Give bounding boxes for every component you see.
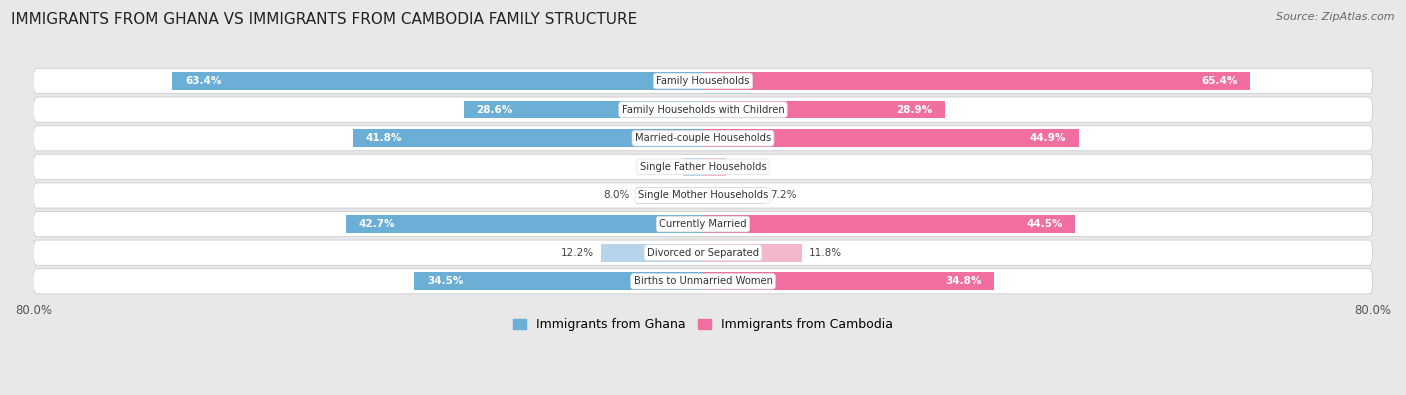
- Legend: Immigrants from Ghana, Immigrants from Cambodia: Immigrants from Ghana, Immigrants from C…: [509, 313, 897, 337]
- Text: 44.9%: 44.9%: [1029, 133, 1066, 143]
- Text: Single Mother Households: Single Mother Households: [638, 190, 768, 200]
- FancyBboxPatch shape: [34, 126, 1372, 151]
- Bar: [703, 244, 801, 261]
- Text: 28.9%: 28.9%: [896, 105, 932, 115]
- Bar: [353, 129, 703, 147]
- Text: 12.2%: 12.2%: [561, 248, 595, 258]
- Text: 8.0%: 8.0%: [603, 190, 630, 200]
- FancyBboxPatch shape: [34, 240, 1372, 265]
- Text: 65.4%: 65.4%: [1201, 76, 1237, 86]
- Bar: [703, 215, 1076, 233]
- Bar: [703, 72, 1250, 90]
- Bar: [415, 273, 703, 290]
- Bar: [703, 129, 1078, 147]
- Text: IMMIGRANTS FROM GHANA VS IMMIGRANTS FROM CAMBODIA FAMILY STRUCTURE: IMMIGRANTS FROM GHANA VS IMMIGRANTS FROM…: [11, 12, 637, 27]
- Text: 28.6%: 28.6%: [477, 105, 512, 115]
- Text: 11.8%: 11.8%: [808, 248, 842, 258]
- Bar: [683, 158, 703, 176]
- FancyBboxPatch shape: [34, 211, 1372, 237]
- Text: 41.8%: 41.8%: [366, 133, 402, 143]
- Bar: [600, 244, 703, 261]
- Text: Family Households: Family Households: [657, 76, 749, 86]
- Text: Currently Married: Currently Married: [659, 219, 747, 229]
- FancyBboxPatch shape: [34, 269, 1372, 294]
- Bar: [346, 215, 703, 233]
- FancyBboxPatch shape: [34, 154, 1372, 179]
- Bar: [464, 101, 703, 118]
- Text: 34.8%: 34.8%: [945, 276, 981, 286]
- Text: 44.5%: 44.5%: [1026, 219, 1063, 229]
- FancyBboxPatch shape: [34, 183, 1372, 208]
- Text: 7.2%: 7.2%: [770, 190, 796, 200]
- Bar: [703, 273, 994, 290]
- Text: 34.5%: 34.5%: [427, 276, 463, 286]
- Bar: [703, 101, 945, 118]
- Bar: [636, 186, 703, 204]
- Bar: [703, 186, 763, 204]
- Text: 42.7%: 42.7%: [359, 219, 395, 229]
- Text: 2.7%: 2.7%: [733, 162, 759, 172]
- Text: 2.4%: 2.4%: [650, 162, 676, 172]
- FancyBboxPatch shape: [34, 97, 1372, 122]
- Text: Family Households with Children: Family Households with Children: [621, 105, 785, 115]
- Text: Source: ZipAtlas.com: Source: ZipAtlas.com: [1277, 12, 1395, 22]
- Bar: [703, 158, 725, 176]
- Text: Divorced or Separated: Divorced or Separated: [647, 248, 759, 258]
- Text: Married-couple Households: Married-couple Households: [636, 133, 770, 143]
- Text: Single Father Households: Single Father Households: [640, 162, 766, 172]
- Text: Births to Unmarried Women: Births to Unmarried Women: [634, 276, 772, 286]
- Bar: [173, 72, 703, 90]
- Text: 63.4%: 63.4%: [186, 76, 221, 86]
- FancyBboxPatch shape: [34, 68, 1372, 94]
